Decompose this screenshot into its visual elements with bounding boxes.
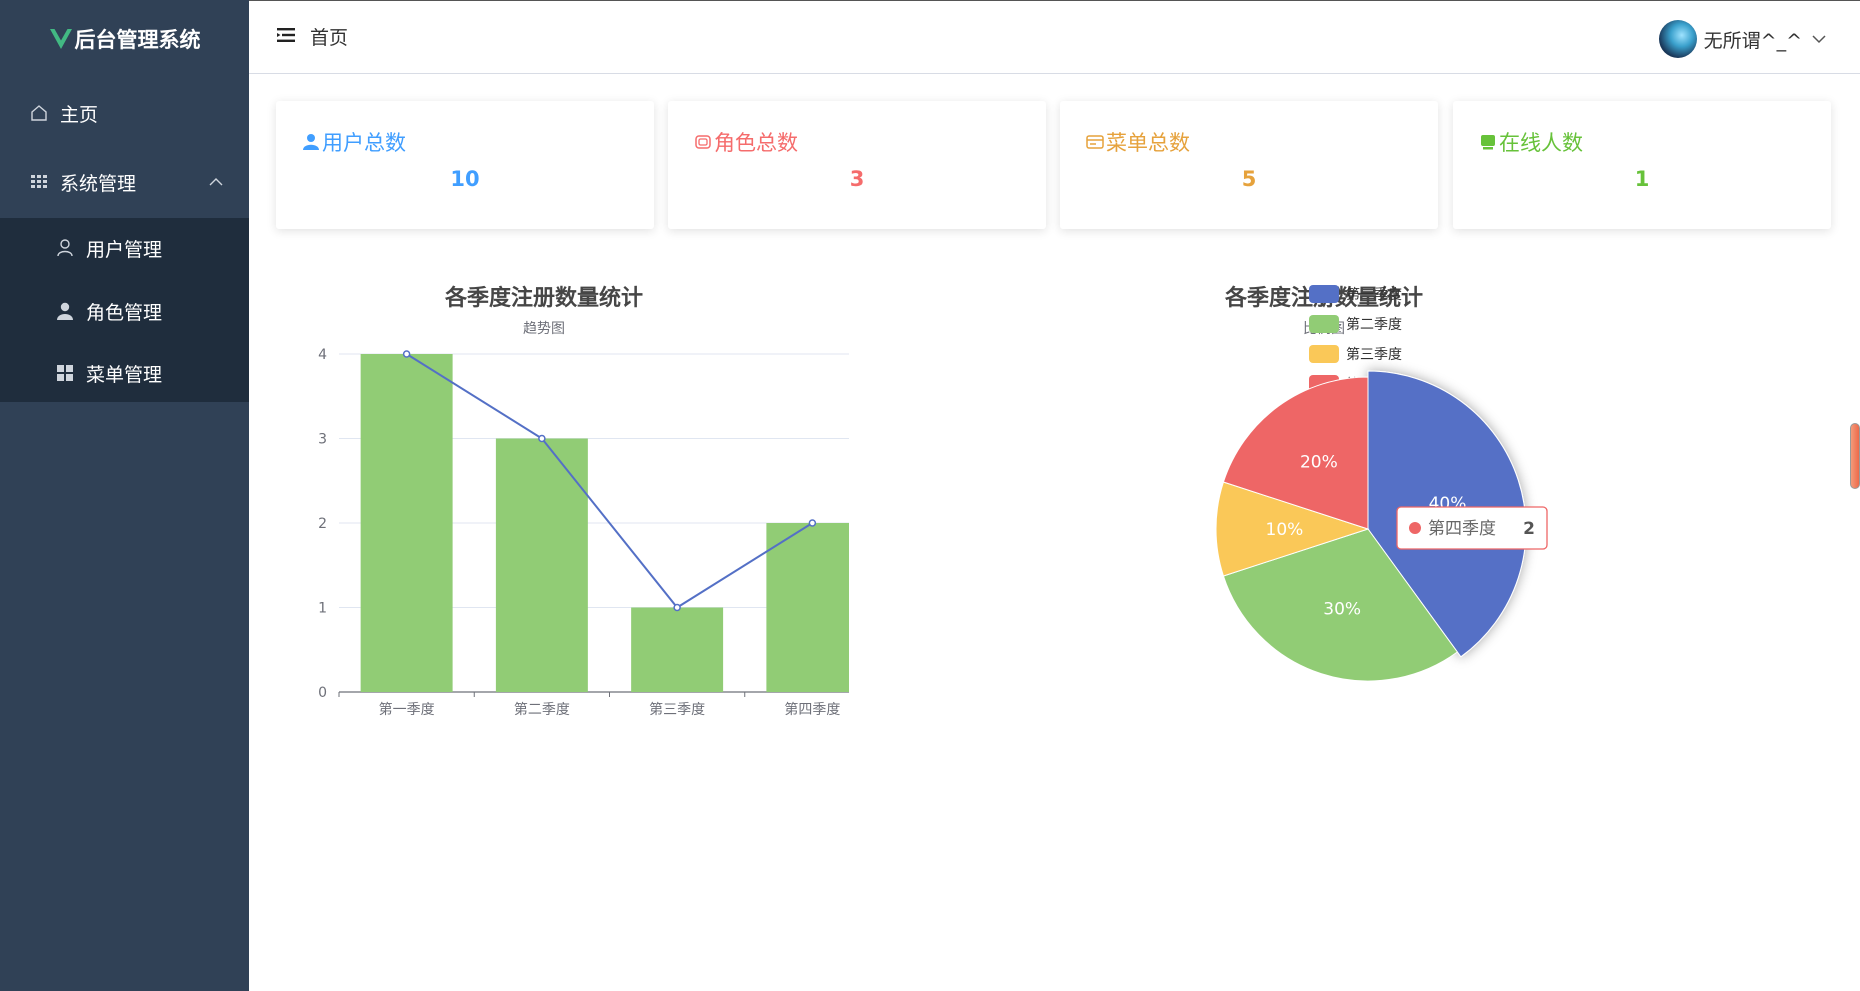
- role-icon: [695, 135, 711, 149]
- pie-slice-label: 30%: [1323, 600, 1361, 620]
- grid-icon: [28, 171, 50, 193]
- stat-card-users: 用户总数 10: [276, 101, 654, 229]
- x-tick-label: 第三季度: [649, 701, 705, 718]
- tooltip-name: 第四季度: [1428, 519, 1496, 539]
- avatar[interactable]: [1658, 20, 1697, 58]
- hamburger-icon[interactable]: [277, 27, 295, 43]
- breadcrumb[interactable]: 首页: [310, 27, 349, 49]
- bar-chart-title: 各季度注册数量统计: [444, 286, 643, 311]
- pie-slice: [1222, 376, 1369, 530]
- pie-slice: [1215, 481, 1370, 577]
- stat-card-title: 菜单总数: [1086, 127, 1190, 157]
- y-tick-label: 4: [318, 347, 327, 363]
- stat-value: 1: [1634, 167, 1650, 191]
- submenu-background: [0, 218, 249, 402]
- sidebar-item-users[interactable]: 用户管理: [0, 230, 303, 266]
- y-tick-label: 0: [318, 685, 327, 701]
- bar: [360, 354, 453, 692]
- y-tick-label: 3: [318, 432, 327, 448]
- stat-card-title: 在线人数: [1479, 127, 1583, 157]
- line-point: [673, 603, 681, 612]
- app-logo[interactable]: 后台管理系统: [0, 0, 249, 78]
- y-tick-label: 2: [318, 516, 327, 532]
- legend-swatch: [1309, 285, 1339, 303]
- stat-card-menus: 菜单总数 5: [1060, 101, 1438, 229]
- stat-value: 10: [450, 167, 480, 191]
- bar-chart: 0 1 2 3 4 第一季度 第二季度 第三季度 第四季度: [318, 347, 849, 718]
- legend-swatch: [1309, 315, 1339, 333]
- bar: [631, 607, 724, 692]
- stat-card-roles: 角色总数 3: [668, 101, 1046, 229]
- line-point: [402, 350, 411, 358]
- sidebar-item-label: 角色管理: [86, 301, 163, 324]
- stat-label: 角色总数: [714, 131, 798, 155]
- sidebar-item-label: 系统管理: [60, 172, 137, 195]
- legend-label: 第一季度: [1346, 286, 1402, 303]
- tooltip-value: 2: [1523, 519, 1535, 539]
- bar-chart-subtitle: 趋势图: [523, 321, 565, 337]
- stat-value: 3: [849, 167, 865, 191]
- home-icon: [28, 102, 50, 124]
- tooltip-marker: [1409, 522, 1421, 534]
- pie-slice-label: 20%: [1300, 452, 1338, 472]
- pie-tooltip: 第四季度 2: [1396, 506, 1548, 550]
- trend-line: [406, 353, 813, 609]
- stat-card-title: 角色总数: [694, 127, 798, 157]
- x-tick-label: 第四季度: [784, 701, 840, 718]
- sidebar-item-label: 用户管理: [86, 238, 163, 261]
- user-dropdown[interactable]: 无所谓^_^: [1658, 20, 1826, 58]
- chevron-up-icon: [209, 178, 223, 186]
- pie-slice-label: 10%: [1266, 520, 1304, 540]
- top-navbar: 首页 无所谓^_^: [249, 0, 1860, 74]
- sidebar-item-label: 主页: [60, 103, 99, 126]
- username: 无所谓^_^: [1703, 29, 1802, 52]
- stat-label: 菜单总数: [1106, 131, 1190, 155]
- sidebar-item-menus[interactable]: 菜单管理: [0, 355, 303, 391]
- stat-card-online: 在线人数 1: [1453, 101, 1831, 229]
- online-icon: [1481, 135, 1495, 150]
- vue-logo-icon: [49, 29, 72, 49]
- app-title: 后台管理系统: [74, 28, 201, 52]
- sidebar-item-label: 菜单管理: [86, 363, 163, 386]
- stat-value: 5: [1241, 167, 1257, 191]
- user-solid-icon: [54, 300, 76, 322]
- sidebar-item-roles[interactable]: 角色管理: [0, 293, 303, 329]
- menu-grid-icon: [54, 362, 76, 384]
- sidebar-item-system[interactable]: 系统管理: [0, 164, 277, 200]
- y-tick-label: 1: [318, 601, 327, 617]
- line-point: [538, 434, 546, 443]
- stat-card-title: 用户总数: [302, 127, 406, 157]
- tooltip-box: [1396, 506, 1548, 550]
- legend-label: 第三季度: [1346, 346, 1402, 363]
- stat-label: 用户总数: [322, 131, 406, 155]
- user-icon: [303, 134, 319, 150]
- sidebar-item-home[interactable]: 主页: [0, 95, 277, 131]
- chevron-down-icon: [1812, 35, 1826, 44]
- stat-label: 在线人数: [1499, 131, 1583, 155]
- bar: [766, 523, 849, 692]
- user-outline-icon: [54, 237, 76, 259]
- menu-card-icon: [1086, 135, 1104, 149]
- bar: [495, 438, 588, 692]
- x-tick-label: 第二季度: [514, 701, 570, 718]
- line-point: [808, 519, 817, 527]
- sidebar: 后台管理系统 主页 系统管理 用户管理: [0, 0, 249, 991]
- x-tick-label: 第一季度: [379, 701, 435, 718]
- scrollbar[interactable]: [1850, 423, 1860, 489]
- legend-swatch: [1309, 345, 1339, 363]
- legend-label: 第二季度: [1346, 316, 1402, 333]
- main-content: 首页 无所谓^_^ 用户总数 10 角色总数 3 菜单总数 5 在线人数: [249, 0, 1860, 991]
- pie-slice: [1222, 528, 1459, 682]
